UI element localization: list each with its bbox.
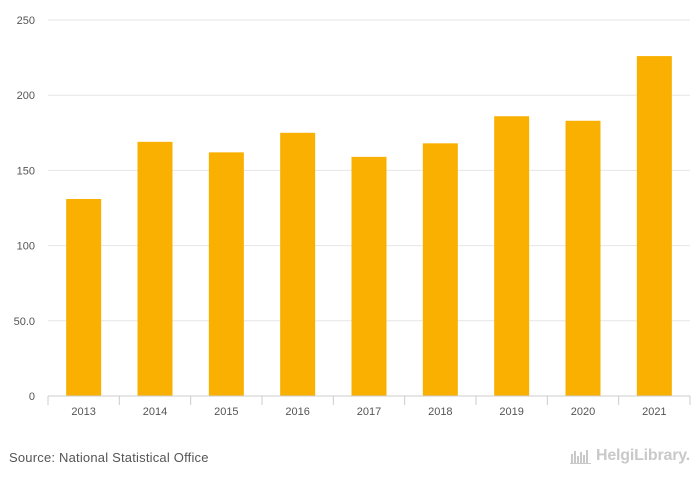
x-tick-label: 2014 <box>143 406 167 418</box>
bar-2016[interactable] <box>280 132 316 397</box>
bar-2021[interactable] <box>636 56 672 396</box>
bars <box>66 56 672 397</box>
bar-2018[interactable] <box>422 143 458 396</box>
brand-name: HelgiLibrary. <box>595 447 690 464</box>
y-tick-label: 250 <box>17 15 35 27</box>
bar-2014[interactable] <box>137 141 173 396</box>
bar-2019[interactable] <box>494 116 530 397</box>
x-axis-labels: 2013 2014 2015 2016 2017 2018 2019 2020 2021 <box>71 406 666 418</box>
source-note: Source: National Statistical Office <box>9 450 209 465</box>
y-tick-label: 200 <box>17 90 35 102</box>
brand-logo[interactable]: HelgiLibrary. <box>569 447 690 465</box>
bar-2020[interactable] <box>565 120 601 396</box>
x-tick-label: 2015 <box>214 406 238 418</box>
x-axis <box>47 395 691 405</box>
x-tick-label: 2018 <box>428 406 452 418</box>
x-tick-label: 2019 <box>499 406 523 418</box>
y-axis-labels: 0 50.0 100 150 200 250 <box>14 15 35 403</box>
x-tick-label: 2016 <box>285 406 309 418</box>
y-tick-label: 50.0 <box>14 316 35 328</box>
bar-2013[interactable] <box>66 198 102 396</box>
x-tick-label: 2021 <box>642 406 666 418</box>
y-tick-label: 150 <box>17 165 35 177</box>
x-tick-label: 2020 <box>571 406 595 418</box>
library-icon <box>569 448 592 464</box>
x-tick-label: 2013 <box>71 406 95 418</box>
x-tick-label: 2017 <box>357 406 381 418</box>
bar-2015[interactable] <box>208 152 244 396</box>
y-tick-label: 0 <box>29 391 35 403</box>
y-tick-label: 100 <box>17 241 35 253</box>
bar-2017[interactable] <box>351 156 387 396</box>
